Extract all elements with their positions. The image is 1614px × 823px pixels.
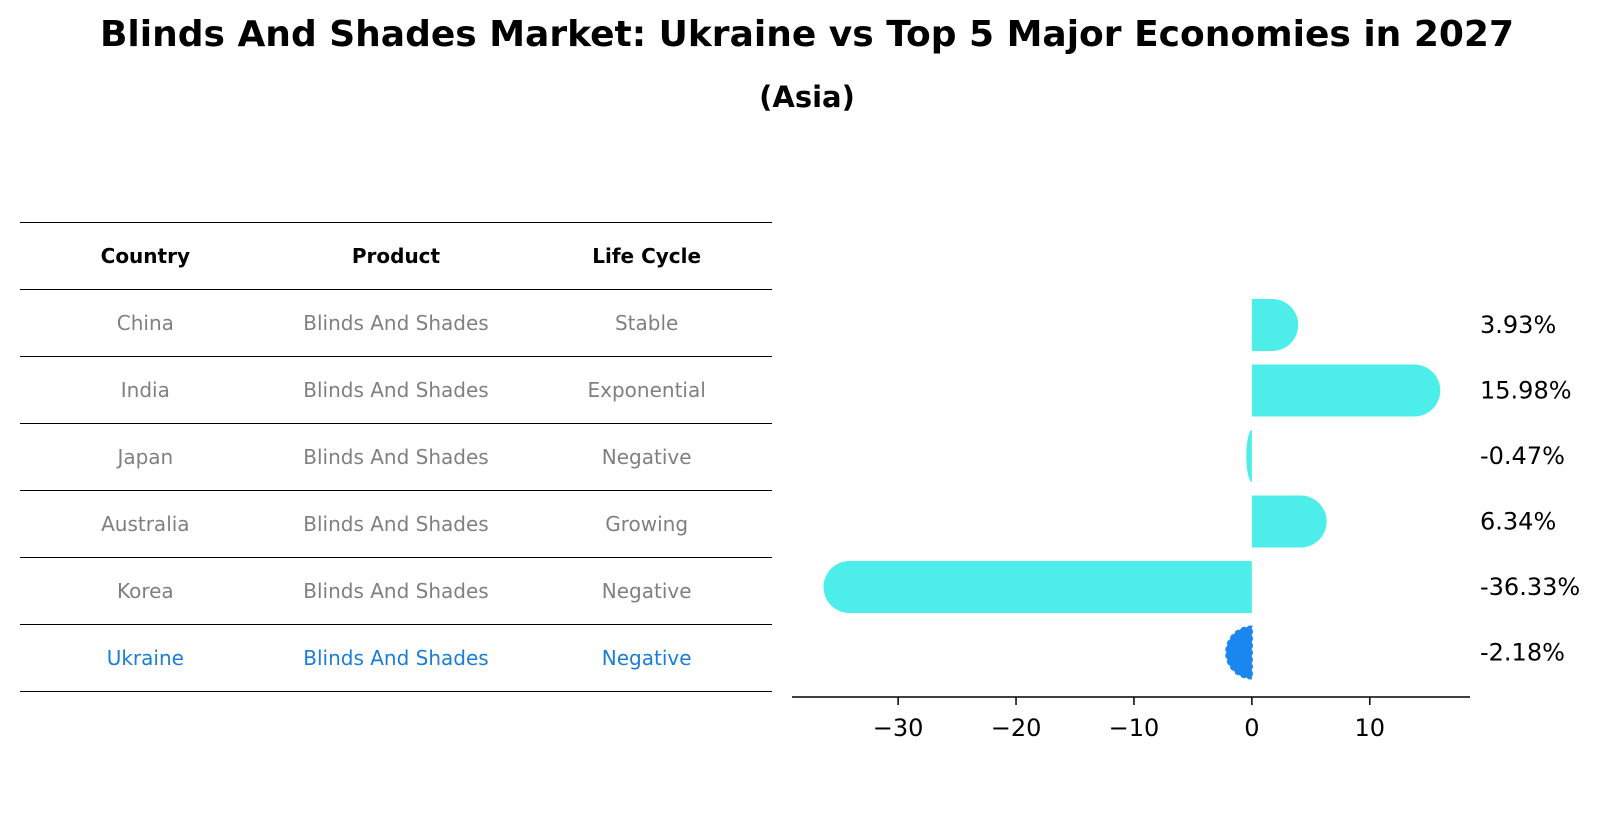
value-label: -36.33%	[1480, 573, 1580, 601]
cell-country: India	[20, 356, 271, 424]
table-row: India Blinds And Shades Exponential	[20, 356, 772, 424]
cell-product: Blinds And Shades	[270, 423, 522, 491]
table-header-row: Country Product Life Cycle	[20, 222, 772, 290]
cell-country: Ukraine	[20, 624, 271, 692]
cell-country: Korea	[20, 557, 271, 625]
header-product: Product	[270, 222, 522, 290]
cell-life-cycle: Negative	[521, 624, 772, 692]
cell-product: Blinds And Shades	[270, 356, 522, 424]
cell-country: China	[20, 289, 271, 357]
value-label: 3.93%	[1480, 311, 1556, 339]
table-row: Australia Blinds And Shades Growing	[20, 490, 772, 558]
chart-subtitle: (Asia)	[759, 80, 855, 114]
x-tick-label: −10	[1109, 714, 1160, 742]
x-tick-label: −20	[991, 714, 1042, 742]
x-tick-label: 10	[1355, 714, 1386, 742]
cell-life-cycle: Negative	[521, 423, 772, 491]
value-label: -0.47%	[1480, 442, 1565, 470]
table-row: Korea Blinds And Shades Negative	[20, 557, 772, 625]
value-label: -2.18%	[1480, 639, 1565, 667]
cell-life-cycle: Negative	[521, 557, 772, 625]
bar-australia	[1251, 495, 1327, 548]
cell-product: Blinds And Shades	[270, 624, 522, 692]
chart-title: Blinds And Shades Market: Ukraine vs Top…	[99, 14, 1515, 55]
table-row: Japan Blinds And Shades Negative	[20, 423, 772, 491]
cell-life-cycle: Exponential	[521, 356, 772, 424]
table-row: China Blinds And Shades Stable	[20, 289, 772, 357]
bar-korea	[823, 561, 1252, 613]
cell-country: Australia	[20, 490, 271, 558]
bar-china	[1251, 299, 1299, 351]
header-life-cycle: Life Cycle	[521, 222, 772, 290]
header-country: Country	[20, 222, 271, 290]
cell-product: Blinds And Shades	[270, 557, 522, 625]
x-tick-label: 0	[1244, 714, 1259, 742]
value-label: 6.34%	[1480, 508, 1556, 536]
table-row-highlight: Ukraine Blinds And Shades Negative	[20, 624, 772, 692]
cell-product: Blinds And Shades	[270, 289, 522, 357]
x-tick-label: −30	[873, 714, 924, 742]
data-table: Country Product Life Cycle China Blinds …	[20, 222, 772, 692]
bar-ukraine	[1225, 625, 1253, 680]
cell-country: Japan	[20, 423, 271, 491]
bar-japan	[1246, 430, 1252, 482]
cell-product: Blinds And Shades	[270, 490, 522, 558]
bar-india	[1251, 364, 1441, 417]
cell-life-cycle: Growing	[521, 490, 772, 558]
value-label: 15.98%	[1480, 377, 1572, 405]
cell-life-cycle: Stable	[521, 289, 772, 357]
